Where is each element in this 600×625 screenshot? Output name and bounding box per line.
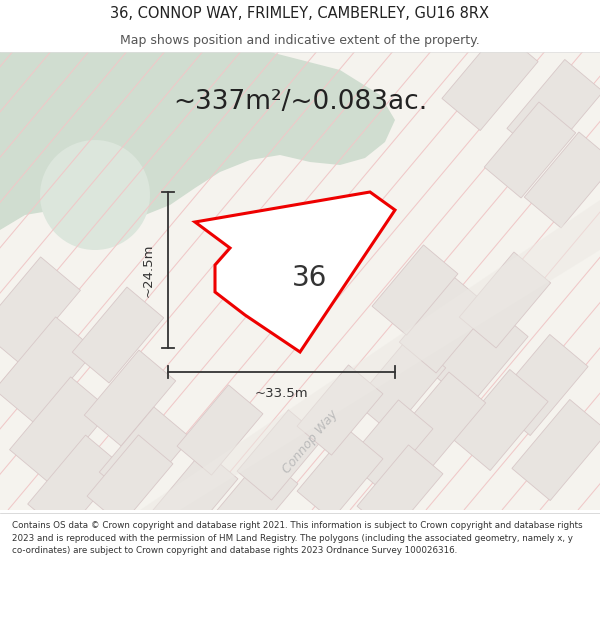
Polygon shape — [432, 304, 528, 406]
Polygon shape — [177, 385, 263, 475]
Polygon shape — [0, 257, 80, 363]
Polygon shape — [347, 400, 433, 490]
Polygon shape — [212, 455, 298, 545]
Polygon shape — [372, 245, 458, 335]
Polygon shape — [459, 252, 551, 348]
Polygon shape — [84, 350, 176, 446]
Polygon shape — [72, 287, 164, 383]
Polygon shape — [0, 317, 95, 423]
Polygon shape — [524, 132, 600, 228]
Polygon shape — [99, 407, 191, 503]
Polygon shape — [394, 372, 486, 468]
Polygon shape — [195, 192, 395, 352]
Polygon shape — [0, 52, 395, 230]
Polygon shape — [152, 450, 238, 540]
Text: 36: 36 — [292, 264, 328, 292]
Polygon shape — [140, 200, 600, 510]
Polygon shape — [297, 430, 383, 520]
Polygon shape — [87, 435, 173, 525]
Text: Map shows position and indicative extent of the property.: Map shows position and indicative extent… — [120, 34, 480, 47]
Polygon shape — [442, 29, 538, 131]
Text: ~33.5m: ~33.5m — [254, 388, 308, 401]
Polygon shape — [452, 369, 548, 471]
Polygon shape — [10, 377, 110, 483]
Polygon shape — [512, 399, 600, 501]
Polygon shape — [484, 102, 576, 198]
Polygon shape — [357, 445, 443, 535]
Text: Connop Way: Connop Way — [280, 408, 340, 476]
Polygon shape — [28, 435, 122, 535]
Polygon shape — [507, 59, 600, 161]
Circle shape — [40, 140, 150, 250]
Text: 36, CONNOP WAY, FRIMLEY, CAMBERLEY, GU16 8RX: 36, CONNOP WAY, FRIMLEY, CAMBERLEY, GU16… — [110, 6, 490, 21]
Text: Contains OS data © Crown copyright and database right 2021. This information is : Contains OS data © Crown copyright and d… — [12, 521, 583, 555]
Polygon shape — [492, 334, 588, 436]
Polygon shape — [354, 337, 446, 433]
Polygon shape — [297, 365, 383, 455]
Text: ~24.5m: ~24.5m — [142, 243, 155, 297]
Polygon shape — [399, 277, 491, 373]
Text: ~337m²/~0.083ac.: ~337m²/~0.083ac. — [173, 89, 427, 115]
Polygon shape — [237, 410, 323, 500]
